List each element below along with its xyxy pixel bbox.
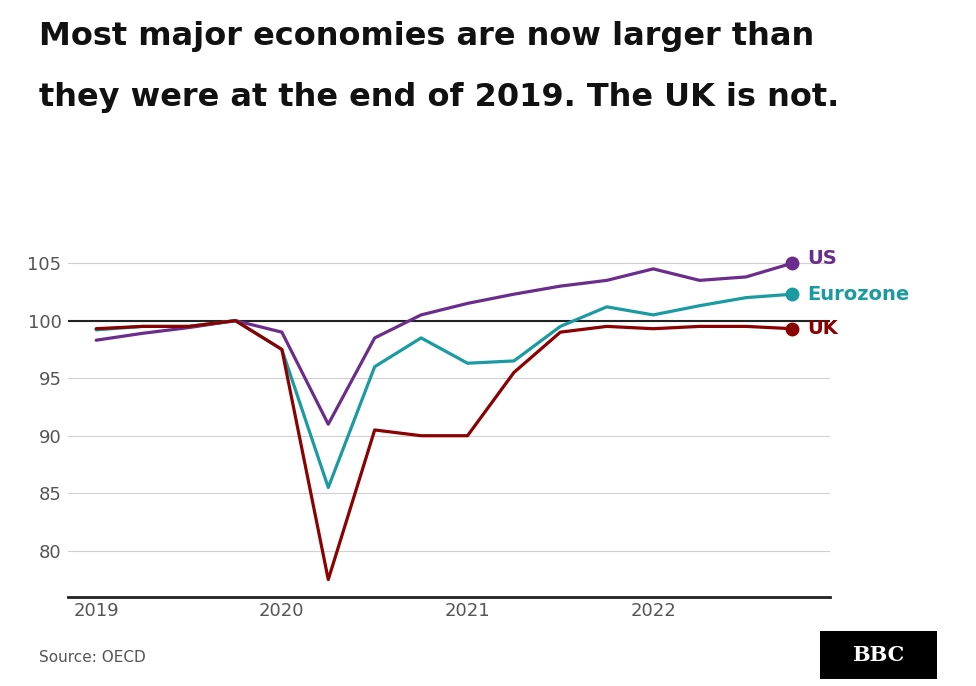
Text: US: US [807, 249, 837, 268]
Text: Source: OECD: Source: OECD [39, 650, 145, 665]
Text: they were at the end of 2019. The UK is not.: they were at the end of 2019. The UK is … [39, 82, 839, 113]
Text: Most major economies are now larger than: Most major economies are now larger than [39, 21, 814, 51]
Text: BBC: BBC [852, 645, 905, 665]
Text: Eurozone: Eurozone [807, 285, 910, 304]
Text: UK: UK [807, 319, 838, 338]
